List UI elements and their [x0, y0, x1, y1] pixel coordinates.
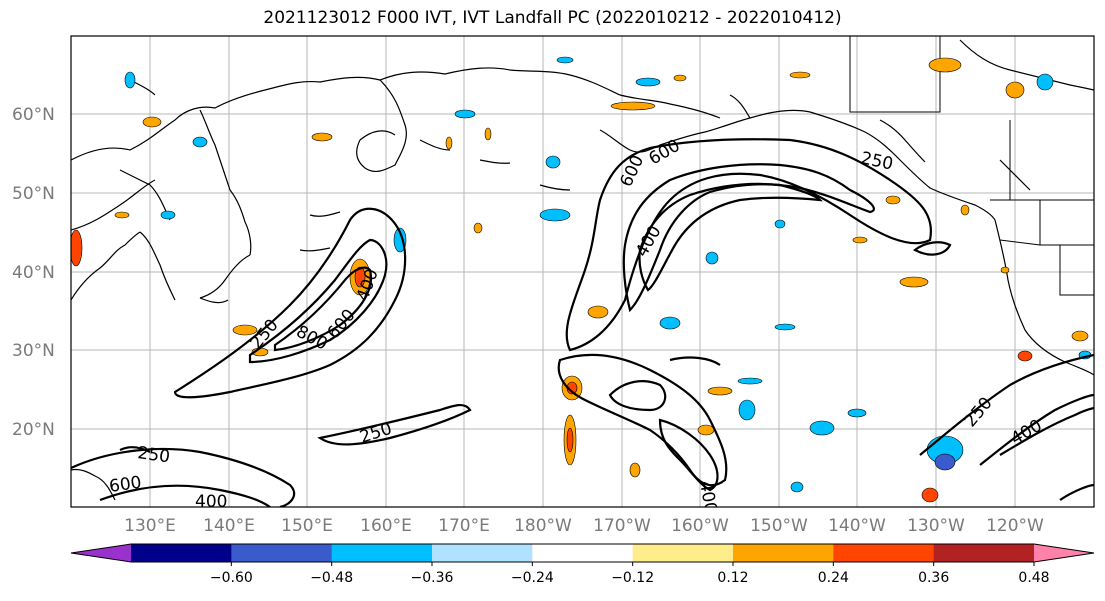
colorbar-segment	[933, 544, 1035, 562]
colorbar-segment	[331, 544, 433, 562]
lat-label: 30°N	[12, 341, 55, 361]
contour-label: 600	[108, 473, 143, 497]
colorbar-segment	[733, 544, 834, 562]
map-frame	[70, 35, 1095, 508]
contour-label: 250	[136, 443, 171, 467]
lat-label: 50°N	[12, 184, 55, 204]
lon-label: 180°W	[514, 516, 572, 536]
latitude-labels: 60°N 50°N 40°N 30°N 20°N	[12, 105, 55, 440]
lon-label: 150°E	[281, 516, 333, 536]
shaded-patches	[71, 56, 1092, 503]
colorbar-tick-label: 0.36	[918, 570, 949, 586]
colorbar-tick-label: 0.48	[1018, 570, 1049, 586]
lat-label: 60°N	[12, 105, 55, 125]
lat-label: 40°N	[12, 263, 55, 283]
colorbar-tick-label: −0.36	[411, 570, 454, 586]
lon-label: 160°E	[360, 516, 412, 536]
lon-label: 170°E	[438, 516, 490, 536]
lon-label: 130°W	[907, 516, 965, 536]
colorbar-tick-label: −0.48	[310, 570, 353, 586]
colorbar-segment	[632, 544, 734, 562]
colorbar-extend-min	[71, 544, 131, 562]
colorbar-extend-max	[1034, 544, 1094, 562]
lon-label: 120°W	[986, 516, 1044, 536]
chart-title: 2021123012 F000 IVT, IVT Landfall PC (20…	[263, 8, 842, 28]
lon-label: 150°W	[750, 516, 808, 536]
lon-label: 140°E	[203, 516, 255, 536]
colorbar-tick-label: −0.12	[611, 570, 654, 586]
boundaries	[849, 36, 1094, 296]
lat-label: 20°N	[12, 420, 55, 440]
ivt-contours	[71, 138, 1094, 507]
colorbar-segment	[131, 544, 232, 562]
colorbar-segment	[432, 544, 533, 562]
colorbar-segment	[532, 544, 634, 562]
colorbar-outline	[70, 543, 1095, 563]
colorbar: −0.60 −0.48 −0.36 −0.24 −0.12 0.12 0.24 0.36 0.4…	[70, 543, 1095, 586]
colorbar-tick-label: −0.60	[210, 570, 253, 586]
lon-label: 140°W	[828, 516, 886, 536]
lon-label: 130°E	[124, 516, 176, 536]
coastlines	[71, 39, 1094, 501]
lon-label: 160°W	[671, 516, 729, 536]
contour-label: 400	[695, 479, 720, 514]
contour-label: 400	[195, 492, 227, 512]
lon-label: 170°W	[593, 516, 651, 536]
longitude-labels: 130°E 140°E 150°E 160°E 170°E 180°W 170°…	[124, 516, 1044, 536]
colorbar-segment	[231, 544, 333, 562]
colorbar-segment	[833, 544, 935, 562]
colorbar-tick-label: 0.24	[818, 570, 849, 586]
colorbar-tick-label: −0.24	[511, 570, 554, 586]
colorbar-tick-label: 0.12	[717, 570, 748, 586]
